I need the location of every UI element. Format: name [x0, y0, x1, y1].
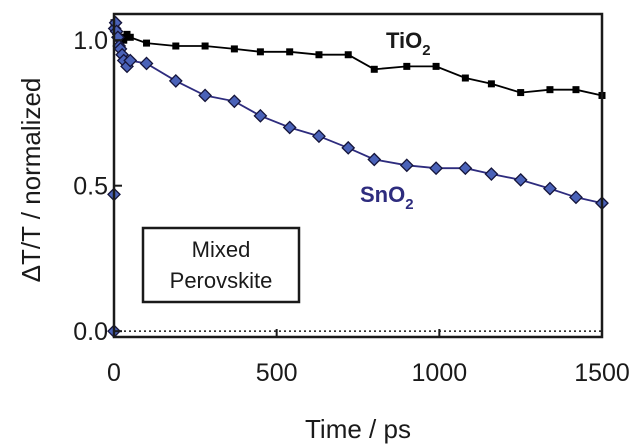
- annotation-box: Mixed Perovskite: [141, 226, 301, 304]
- data-point-sno2: [282, 120, 297, 135]
- data-point-tio2: [172, 42, 180, 50]
- data-point-tio2: [546, 86, 554, 94]
- data-point-tio2: [143, 39, 151, 47]
- data-point-sno2: [484, 167, 499, 181]
- y-tick-label: 1.0: [73, 27, 108, 55]
- x-tick-label: 500: [256, 359, 298, 387]
- series-label-sno2: SnO2: [360, 182, 414, 213]
- data-point-tio2: [256, 48, 264, 56]
- data-point-sno2: [312, 129, 326, 144]
- data-point-tio2: [432, 62, 440, 70]
- data-point-tio2: [315, 51, 323, 59]
- annotation-line-2: Perovskite: [170, 268, 273, 293]
- x-axis-title: Time / ps: [305, 414, 411, 444]
- x-tick-label: 0: [107, 359, 121, 387]
- data-point-sno2: [227, 94, 242, 109]
- series-line-tio2: [113, 22, 603, 97]
- data-point-sno2: [513, 172, 528, 187]
- data-point-tio2: [344, 51, 352, 59]
- data-point-tio2: [201, 42, 209, 50]
- data-point-tio2: [461, 74, 469, 82]
- x-tick-label: 1000: [412, 359, 468, 387]
- data-point-sno2: [341, 140, 356, 155]
- data-point-sno2: [458, 161, 473, 176]
- data-point-sno2: [543, 181, 557, 196]
- data-point-tio2: [517, 89, 525, 97]
- data-point-sno2: [429, 161, 443, 176]
- data-point-tio2: [572, 86, 580, 94]
- data-point-tio2: [230, 45, 238, 53]
- data-point-tio2: [286, 48, 294, 56]
- x-tick-label: 1500: [574, 359, 630, 387]
- data-point-tio2: [370, 65, 378, 73]
- annotation-line-1: Mixed: [192, 237, 251, 262]
- data-point-sno2: [198, 88, 213, 103]
- data-point-tio2: [120, 36, 128, 44]
- plot-frame: [112, 12, 604, 339]
- y-tick-label: 0.0: [73, 318, 108, 346]
- y-axis-title: ΔT/T / normalized: [16, 78, 46, 283]
- data-point-sno2: [168, 74, 183, 88]
- data-point-sno2: [123, 53, 138, 68]
- data-point-sno2: [399, 158, 414, 173]
- data-point-sno2: [253, 108, 268, 123]
- data-point-sno2: [569, 190, 583, 205]
- data-point-tio2: [126, 33, 134, 41]
- series-label-tio2: TiO2: [386, 28, 431, 59]
- y-tick-label: 0.5: [73, 173, 108, 201]
- series-line-sno2: [113, 22, 603, 204]
- data-point-sno2: [367, 152, 382, 167]
- data-point-tio2: [487, 80, 495, 88]
- data-point-tio2: [403, 62, 411, 70]
- data-point-sno2: [139, 56, 154, 71]
